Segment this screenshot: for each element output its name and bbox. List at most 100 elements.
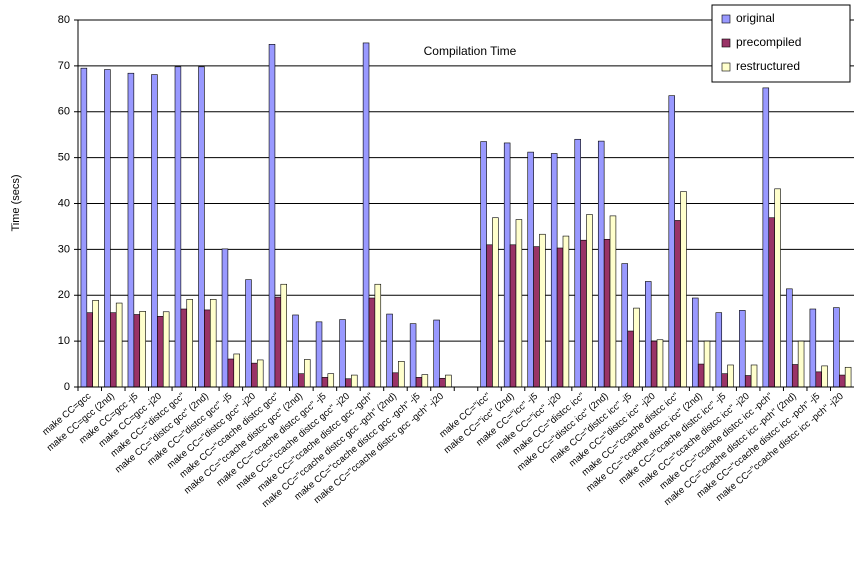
- bar: [527, 151, 534, 388]
- bar: [480, 141, 487, 388]
- bar: [368, 297, 376, 388]
- bar: [86, 312, 93, 388]
- bar: [92, 299, 99, 388]
- bar: [839, 374, 846, 388]
- bar: [345, 378, 352, 388]
- bar: [574, 138, 581, 388]
- bar: [550, 153, 558, 388]
- bar: [298, 373, 305, 388]
- y-tick-label: 60: [58, 106, 70, 118]
- bar: [556, 247, 564, 388]
- y-tick-label: 0: [64, 381, 70, 393]
- bar: [645, 281, 652, 388]
- bar: [209, 299, 217, 388]
- bar: [650, 340, 658, 388]
- bar: [233, 353, 240, 388]
- bar: [386, 313, 393, 388]
- bar: [351, 374, 358, 388]
- bar: [727, 364, 734, 388]
- bar: [680, 191, 687, 388]
- bar: [503, 142, 511, 388]
- bar: [221, 248, 229, 388]
- bar: [739, 310, 746, 388]
- bar: [715, 312, 723, 388]
- bar: [362, 42, 370, 388]
- y-tick-label: 80: [58, 14, 70, 26]
- bar: [815, 371, 822, 388]
- y-tick-label: 70: [58, 60, 70, 72]
- bar: [227, 358, 235, 388]
- bar: [127, 72, 135, 388]
- bar: [809, 308, 817, 388]
- y-tick-label: 20: [58, 289, 70, 301]
- bar: [509, 244, 517, 388]
- bar: [439, 377, 446, 388]
- chart-title: Compilation Time: [424, 44, 517, 58]
- bar: [204, 309, 211, 388]
- bar: [768, 217, 775, 388]
- bar: [791, 364, 799, 388]
- bar: [692, 297, 699, 388]
- bar: [104, 69, 111, 388]
- bar: [304, 359, 311, 388]
- legend-swatch: [721, 14, 731, 24]
- bar: [251, 362, 258, 388]
- bar: [198, 66, 205, 388]
- bar: [133, 314, 141, 388]
- bar: [744, 375, 752, 388]
- bar: [674, 220, 681, 388]
- legend-box: [711, 4, 851, 83]
- bar: [392, 372, 399, 388]
- bar: [486, 244, 493, 388]
- bar: [327, 373, 335, 388]
- bar: [621, 263, 628, 388]
- bar: [315, 321, 323, 388]
- bar: [186, 299, 193, 388]
- bar: [321, 377, 329, 388]
- legend-swatch: [721, 38, 731, 48]
- bar: [162, 311, 170, 388]
- bar: [697, 363, 705, 388]
- bar: [786, 288, 793, 388]
- bar: [797, 340, 805, 388]
- bar: [409, 323, 417, 388]
- bar: [110, 312, 117, 388]
- y-tick-label: 10: [58, 335, 70, 347]
- bar: [844, 366, 852, 388]
- legend-label: original: [736, 11, 775, 25]
- legend-label: restructured: [736, 59, 800, 73]
- bar: [445, 374, 452, 388]
- bar: [257, 359, 264, 388]
- bar: [774, 188, 781, 388]
- y-tick-label: 50: [58, 152, 70, 164]
- legend-swatch: [721, 62, 731, 72]
- bar: [268, 44, 276, 388]
- bar: [433, 319, 440, 388]
- bar: [421, 374, 429, 388]
- legend-label: precompiled: [736, 35, 801, 49]
- bar: [597, 140, 605, 388]
- bar: [586, 214, 593, 388]
- bar: [115, 302, 123, 388]
- bar: [627, 330, 634, 388]
- bar: [398, 361, 405, 388]
- bar: [157, 316, 164, 388]
- bar: [580, 239, 587, 388]
- bar: [374, 283, 382, 388]
- bar: [139, 311, 146, 388]
- bar: [515, 219, 523, 388]
- bar: [180, 308, 188, 388]
- bar: [415, 377, 423, 388]
- bar: [245, 279, 252, 388]
- bar: [339, 319, 346, 388]
- bar: [750, 364, 758, 388]
- bar: [533, 246, 540, 388]
- bar: [562, 235, 570, 388]
- bar: [821, 365, 828, 388]
- bar: [151, 74, 158, 388]
- y-tick-label: 40: [58, 197, 70, 209]
- bar: [80, 67, 88, 388]
- bar: [833, 307, 840, 388]
- bar: [668, 95, 675, 388]
